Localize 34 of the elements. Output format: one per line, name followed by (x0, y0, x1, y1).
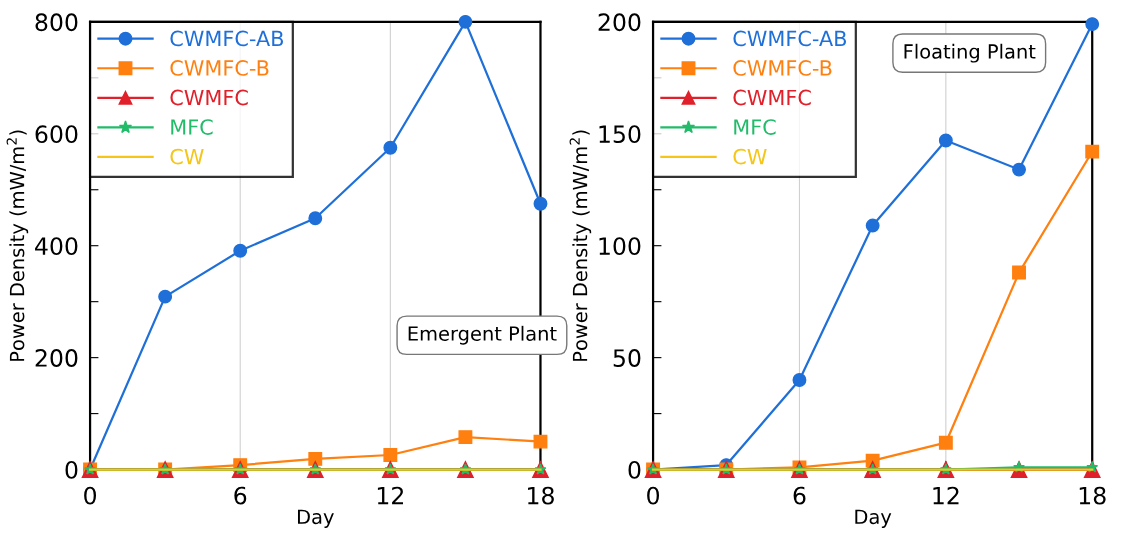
x-axis-title: Day (855, 509, 892, 528)
y-tick-label: 200 (35, 349, 78, 367)
x-tick-label: 0 (647, 486, 660, 505)
y-tick-label: 100 (599, 237, 641, 256)
legend-label: CW (733, 148, 767, 165)
y-tick-label: 400 (35, 237, 78, 256)
y-tick-label: 200 (598, 13, 641, 32)
x-axis-title: Day (297, 509, 334, 528)
annotation: Emergent Plant (408, 325, 557, 345)
y-tick-label: 50 (613, 349, 641, 367)
y-tick-label: 0 (628, 461, 641, 479)
legend-label: MFC (734, 119, 776, 135)
legend-label: CWMFC (733, 89, 811, 106)
legend-label: CWMFC-AB (733, 30, 847, 47)
legend-label: CWMFC-B (733, 60, 832, 76)
annotation: Floating Plant (904, 43, 1036, 63)
x-tick-label: 12 (933, 486, 959, 505)
x-tick-label: 12 (377, 486, 403, 505)
y-tick-label: 150 (599, 125, 641, 144)
legend-label: CWMFC (170, 89, 248, 106)
y-axis-title: Power Density (mW/m$^{2}$) (6, 130, 29, 361)
legend-label: CWMFC-AB (170, 30, 284, 47)
y-tick-label: 800 (35, 13, 78, 32)
legend-label: CWMFC-B (170, 60, 269, 76)
x-tick-label: 18 (1079, 486, 1106, 505)
x-tick-label: 18 (528, 486, 554, 505)
legend-label: MFC (171, 119, 213, 135)
x-tick-label: 6 (793, 486, 806, 505)
x-tick-label: 0 (84, 486, 97, 505)
y-tick-label: 600 (35, 125, 78, 144)
y-tick-label: 0 (65, 461, 78, 479)
x-tick-label: 6 (234, 486, 247, 505)
legend-label: CW (170, 148, 204, 165)
y-axis-title: Power Density (mW/m$^{2}$) (569, 130, 592, 361)
